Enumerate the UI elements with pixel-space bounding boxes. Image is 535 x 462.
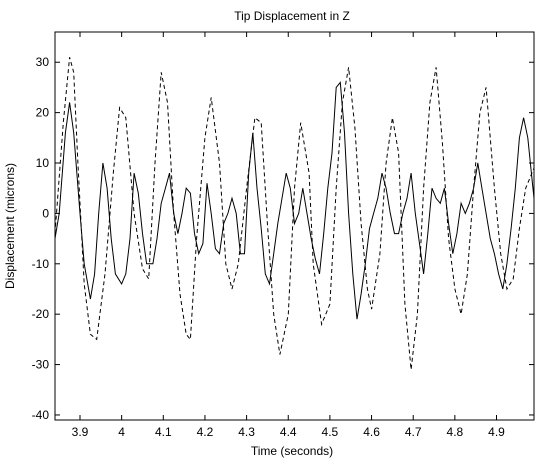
y-ticks: -40 -30 -20 -10 0 10 20 30 <box>32 55 534 422</box>
x-tick-label: 4.9 <box>488 425 505 439</box>
y-tick-label: -20 <box>32 307 50 321</box>
x-tick-label: 4.6 <box>363 425 380 439</box>
x-tick-label: 4.4 <box>280 425 297 439</box>
y-tick-label: 10 <box>36 156 50 170</box>
plot-frame <box>54 31 535 421</box>
y-tick-label: 30 <box>36 55 50 69</box>
series-line-dashed <box>54 57 535 370</box>
y-tick-label: 20 <box>36 106 50 120</box>
x-tick-label: 4.3 <box>238 425 255 439</box>
y-tick-label: -40 <box>32 408 50 422</box>
y-tick-label: -30 <box>32 358 50 372</box>
y-tick-label: 0 <box>42 206 49 220</box>
x-tick-label: 4.2 <box>197 425 214 439</box>
x-tick-label: 4 <box>118 425 125 439</box>
x-tick-label: 3.9 <box>72 425 89 439</box>
y-axis-label: Displacement (microns) <box>3 163 17 289</box>
x-ticks: 3.9 4 4.1 4.2 4.3 4.4 4.5 4.6 4.7 4.8 4.9 <box>72 32 505 439</box>
x-tick-label: 4.5 <box>322 425 339 439</box>
y-tick-label: -10 <box>32 257 50 271</box>
x-tick-label: 4.8 <box>447 425 464 439</box>
series-layer <box>54 57 535 370</box>
chart-title: Tip Displacement in Z <box>234 9 350 23</box>
x-axis-label: Time (seconds) <box>251 444 333 458</box>
series-line-solid <box>54 81 535 320</box>
x-tick-label: 4.7 <box>405 425 422 439</box>
x-tick-label: 4.1 <box>155 425 172 439</box>
